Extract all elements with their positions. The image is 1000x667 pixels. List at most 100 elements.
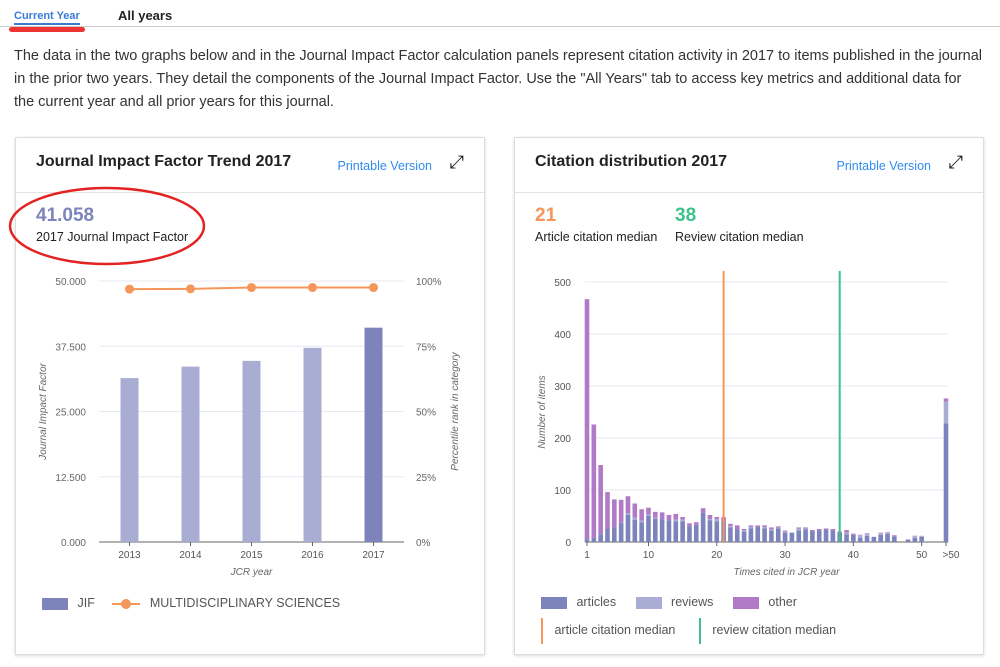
jif-bar bbox=[120, 378, 139, 542]
y-axis-label: Number of items bbox=[537, 375, 548, 448]
tab-current-year[interactable]: Current Year bbox=[14, 10, 80, 25]
articles-bar bbox=[673, 521, 679, 542]
tab-all-years[interactable]: All years bbox=[118, 8, 173, 23]
reviews-bar bbox=[885, 532, 890, 534]
other-bar bbox=[864, 533, 870, 534]
reviews-bar bbox=[625, 513, 631, 515]
rank-point bbox=[186, 284, 195, 294]
articles-bar bbox=[618, 522, 624, 542]
panel-header: Journal Impact Factor Trend 2017 Printab… bbox=[16, 138, 484, 193]
tab-bar: Current Year All years bbox=[0, 0, 1000, 27]
y-tick-label: 200 bbox=[554, 434, 571, 445]
y2-tick-label: 0% bbox=[416, 538, 431, 549]
other-bar bbox=[598, 465, 603, 535]
y-tick-label: 400 bbox=[554, 330, 571, 341]
articles-bar bbox=[789, 532, 795, 542]
jif-value: 41.058 bbox=[36, 205, 95, 226]
articles-bar bbox=[639, 522, 644, 542]
reviews-bar bbox=[857, 535, 863, 538]
other-bar bbox=[943, 398, 949, 402]
articles-bar bbox=[878, 534, 883, 542]
article-median-label: Article citation median bbox=[535, 230, 658, 244]
y-tick-label: 300 bbox=[554, 382, 571, 393]
x-tick-label: 40 bbox=[848, 550, 860, 561]
printable-version-link[interactable]: Printable Version bbox=[337, 159, 432, 173]
y2-axis-label: Percentile rank in category bbox=[450, 351, 461, 470]
articles-bar bbox=[748, 528, 754, 542]
other-bar bbox=[905, 539, 911, 540]
legend-article-median-label: article citation median bbox=[554, 623, 676, 638]
articles-bar bbox=[714, 521, 720, 542]
legend-articles-label: articles bbox=[576, 595, 617, 609]
other-bar bbox=[646, 507, 651, 515]
expand-icon[interactable]: ⤢ bbox=[948, 152, 963, 172]
articles-bar bbox=[830, 530, 836, 542]
x-axis-label: Times cited in JCR year bbox=[733, 567, 840, 578]
y-tick-label: 37.500 bbox=[55, 342, 86, 353]
x-tick-label: 2015 bbox=[240, 550, 263, 561]
other-bar bbox=[803, 527, 808, 529]
other-bar bbox=[741, 529, 747, 531]
annotation-ellipse bbox=[8, 186, 206, 266]
review-median-value: 38 bbox=[675, 205, 697, 226]
articles-bar bbox=[755, 526, 761, 542]
legend-rank-swatch bbox=[112, 598, 141, 609]
articles-bar bbox=[741, 531, 747, 542]
rank-point bbox=[247, 283, 256, 293]
reviews-bar bbox=[646, 514, 651, 516]
articles-bar bbox=[653, 518, 658, 542]
articles-bar bbox=[769, 530, 774, 542]
x-tick-label: 20 bbox=[711, 550, 723, 561]
articles-bar bbox=[693, 524, 699, 542]
other-bar bbox=[666, 514, 672, 521]
articles-bar bbox=[782, 532, 788, 542]
other-bar bbox=[823, 528, 829, 530]
reviews-bar bbox=[707, 519, 713, 521]
articles-bar bbox=[707, 520, 713, 542]
articles-bar bbox=[892, 536, 897, 542]
legend-reviews-swatch bbox=[635, 596, 662, 609]
jif-bar bbox=[242, 360, 261, 542]
other-bar bbox=[775, 526, 781, 528]
legend-rank-label: MULTIDISCIPLINARY SCIENCES bbox=[149, 596, 341, 610]
articles-bar bbox=[584, 539, 590, 542]
articles-bar bbox=[857, 537, 863, 542]
reviews-bar bbox=[762, 526, 767, 529]
reviews-bar bbox=[782, 531, 788, 533]
articles-bar bbox=[762, 528, 767, 542]
articles-bar bbox=[659, 519, 665, 542]
printable-version-link[interactable]: Printable Version bbox=[836, 159, 931, 173]
rank-point bbox=[308, 283, 317, 293]
articles-bar bbox=[810, 531, 815, 542]
other-bar bbox=[584, 299, 590, 540]
reviews-bar bbox=[673, 519, 679, 522]
x-axis-label: JCR year bbox=[230, 567, 273, 578]
other-bar bbox=[734, 525, 740, 530]
panel-title: Journal Impact Factor Trend 2017 bbox=[36, 153, 292, 170]
panel-header: Citation distribution 2017 Printable Ver… bbox=[515, 138, 983, 193]
citation-distribution-panel: Citation distribution 2017 Printable Ver… bbox=[514, 137, 984, 655]
legend-other-label: other bbox=[768, 595, 797, 609]
other-bar bbox=[632, 503, 638, 518]
x-tick-label: 50 bbox=[916, 550, 928, 561]
other-bar bbox=[851, 533, 856, 535]
citation-legend: articles reviews other bbox=[541, 595, 797, 609]
expand-icon[interactable]: ⤢ bbox=[449, 152, 464, 172]
other-bar bbox=[659, 512, 665, 520]
article-median-value: 21 bbox=[535, 205, 557, 226]
jif-bar bbox=[364, 327, 383, 542]
articles-bar bbox=[823, 529, 829, 542]
reviews-bar bbox=[919, 535, 924, 537]
y-tick-label: 100 bbox=[554, 486, 571, 497]
articles-bar bbox=[851, 534, 856, 542]
x-tick-label: 1 bbox=[584, 550, 590, 561]
x-tick-label: 10 bbox=[643, 550, 655, 561]
legend-article-median-swatch bbox=[541, 618, 543, 644]
legend-jif-label: JIF bbox=[77, 596, 95, 610]
other-bar bbox=[762, 525, 767, 527]
articles-bar bbox=[591, 537, 597, 542]
articles-bar bbox=[700, 512, 706, 542]
y2-tick-label: 100% bbox=[416, 277, 442, 288]
legend-review-median-swatch bbox=[698, 618, 701, 644]
